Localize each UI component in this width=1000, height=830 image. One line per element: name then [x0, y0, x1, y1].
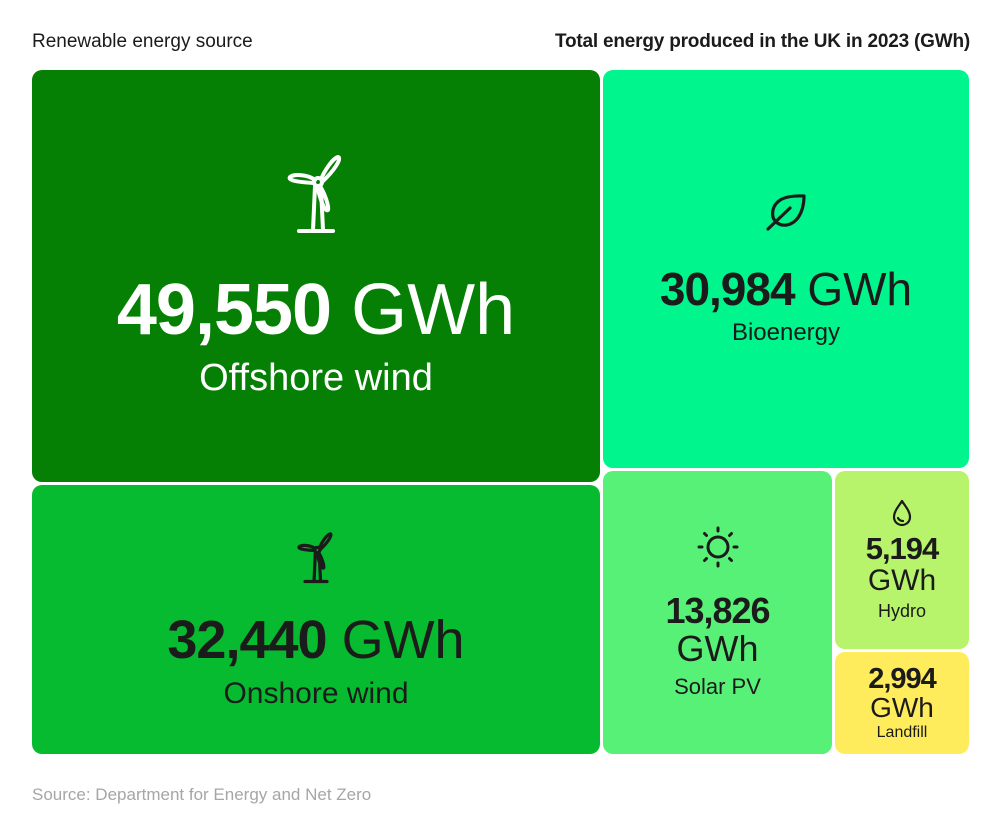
label-bioenergy: Bioenergy: [731, 318, 841, 346]
value-onshore: 32,440 GWh: [167, 613, 464, 667]
water-drop-icon: [891, 499, 913, 527]
legend-title-source: Renewable energy source: [32, 31, 253, 52]
tile-landfill: 2,994 GWh Landfill: [835, 652, 969, 754]
sun-icon: [696, 525, 740, 569]
wind-turbine-icon: [296, 529, 336, 585]
value-number: 49,550: [116, 270, 332, 351]
label-offshore: Offshore wind: [199, 357, 433, 400]
wind-turbine-icon: [285, 152, 347, 234]
label-landfill: Landfill: [876, 723, 928, 741]
value-bioenergy: 30,984 GWh: [660, 266, 912, 312]
value-number: 2,994: [868, 662, 937, 695]
value-unit: GWh: [676, 628, 759, 670]
source-note: Source: Department for Energy and Net Ze…: [32, 785, 372, 804]
value-unit: GWh: [341, 610, 465, 670]
tile-offshore-wind: 49,550 GWh Offshore wind: [32, 70, 600, 482]
leaf-icon: [764, 192, 808, 232]
tile-bioenergy: 30,984 GWh Bioenergy: [603, 70, 969, 468]
value-solar: 13,826 GWh: [665, 590, 770, 670]
value-number: 5,194: [865, 530, 940, 566]
tile-solar-pv: 13,826 GWh Solar PV: [603, 471, 832, 754]
value-unit: GWh: [870, 691, 934, 723]
chart-title: Total energy produced in the UK in 2023 …: [554, 31, 970, 52]
value-unit: GWh: [351, 270, 516, 351]
value-offshore: 49,550 GWh: [117, 274, 515, 346]
tile-hydro: 5,194 GWh Hydro: [835, 471, 969, 649]
label-solar: Solar PV: [674, 674, 761, 700]
value-hydro: 5,194 GWh: [865, 530, 940, 597]
tile-onshore-wind: 32,440 GWh Onshore wind: [32, 485, 600, 754]
label-onshore: Onshore wind: [223, 677, 409, 710]
value-number: 32,440: [167, 610, 327, 670]
value-unit: GWh: [807, 262, 913, 315]
value-unit: GWh: [867, 563, 937, 597]
value-number: 13,826: [665, 590, 770, 632]
label-hydro: Hydro: [877, 600, 926, 621]
value-landfill: 2,994 GWh: [868, 662, 937, 723]
value-number: 30,984: [659, 262, 796, 315]
